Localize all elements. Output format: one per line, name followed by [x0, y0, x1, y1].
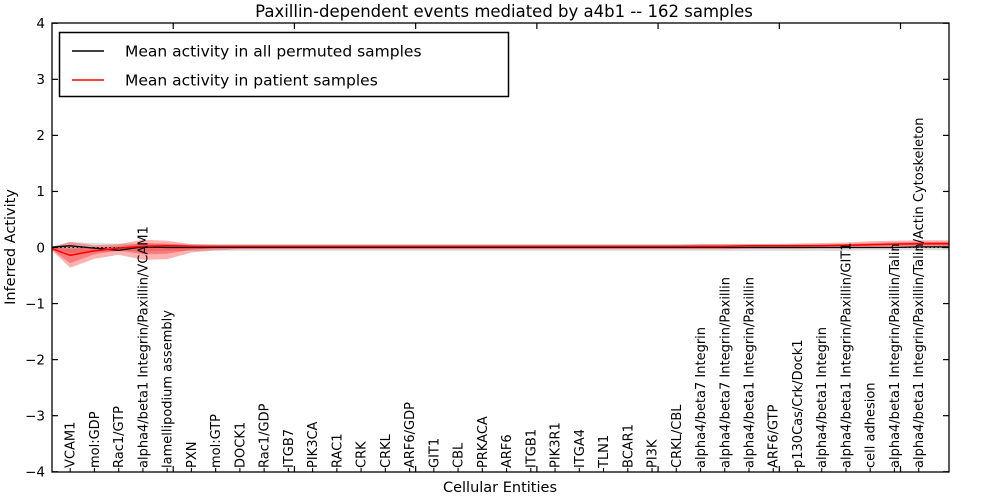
x-tick-label: TLN1	[597, 435, 612, 469]
x-tick-label: lamellipodium assembly	[161, 310, 176, 468]
x-tick-label: ARF6/GTP	[767, 404, 782, 468]
x-tick-label: CRK	[355, 441, 370, 468]
mean-permuted-line	[51, 245, 949, 251]
x-tick-label: GIT1	[427, 438, 442, 468]
x-tick-label: alpha4/beta1 Integrin	[815, 327, 830, 468]
x-tick-label: RAC1	[330, 433, 345, 468]
x-tick-label: BCAR1	[621, 424, 636, 468]
legend-label-patient-samples: Mean activity in patient samples	[125, 72, 378, 90]
x-tick-label: ARF6/GDP	[403, 402, 418, 468]
x-tick-label: DOCK1	[233, 422, 248, 468]
x-tick-label: alpha4/beta7 Integrin	[694, 327, 709, 468]
y-tick-label: 3	[36, 72, 45, 88]
y-tick-label: 2	[36, 128, 45, 144]
x-tick-label: PI3K	[646, 439, 661, 468]
legend: Mean activity in all permuted samples Me…	[58, 31, 510, 98]
x-tick-label: alpha4/beta1 Integrin/Paxillin	[743, 277, 758, 468]
plot-area: −4 −3 −2 −1 0 1 2 3 4 VCAM1 mol:GDP Rac1/GTP alpha4/…	[25, 16, 950, 481]
x-tick-label: Rac1/GDP	[258, 403, 273, 468]
x-tick-label: CRKL/CBL	[670, 404, 685, 468]
x-tick-label: alpha4/beta1 Integrin/Paxillin/GIT1	[840, 242, 855, 468]
patient-samples-range-outer-band	[52, 239, 949, 268]
y-tick-label: 4	[36, 16, 45, 32]
legend-box	[58, 31, 510, 98]
x-tick-label: cell adhesion	[864, 382, 879, 468]
x-tick-label: VCAM1	[64, 422, 79, 468]
y-tick-label: −2	[25, 352, 45, 368]
x-tick-label: CRKL	[379, 433, 394, 468]
x-tick-label: alpha4/beta1 Integrin/Paxillin/VCAM1	[136, 226, 151, 468]
y-tick-label: 1	[36, 184, 45, 200]
x-tick-label: p130Cas/Crk/Dock1	[791, 339, 806, 468]
x-tick-label: alpha4/beta1 Integrin/Paxillin/Talin/Act…	[912, 118, 927, 468]
x-tick-label: ITGB7	[282, 429, 297, 468]
chart-title: Paxillin-dependent events mediated by a4…	[255, 2, 753, 21]
x-tick-label: alpha4/beta1 Integrin/Paxillin/Talin	[888, 243, 903, 468]
y-tick-label: 0	[36, 240, 45, 256]
y-tick-label: −3	[25, 408, 45, 424]
x-tick-label: ARF6	[500, 434, 515, 468]
y-tick-label: −1	[25, 296, 45, 312]
legend-label-permuted-samples: Mean activity in all permuted samples	[125, 43, 422, 61]
y-tick-label: −4	[25, 465, 45, 481]
x-tick-label: ITGB1	[524, 429, 539, 468]
x-tick-label: PIK3CA	[306, 421, 321, 468]
x-tick-label: PXN	[185, 442, 200, 468]
x-tick-label: Rac1/GTP	[112, 406, 127, 468]
x-tick-label: mol:GTP	[209, 414, 224, 468]
x-tick-label: alpha4/beta7 Integrin/Paxillin	[718, 277, 733, 468]
x-axis-label: Cellular Entities	[443, 480, 557, 496]
x-tick-label: CBL	[452, 442, 467, 468]
y-axis-label: Inferred Activity	[3, 189, 19, 305]
x-tick-label: ITGA4	[573, 429, 588, 468]
x-tick-label: PIK3R1	[549, 422, 564, 468]
x-tick-label: mol:GDP	[88, 411, 103, 468]
x-tick-label: PRKACA	[476, 416, 491, 468]
mean-patient-line	[51, 242, 949, 257]
